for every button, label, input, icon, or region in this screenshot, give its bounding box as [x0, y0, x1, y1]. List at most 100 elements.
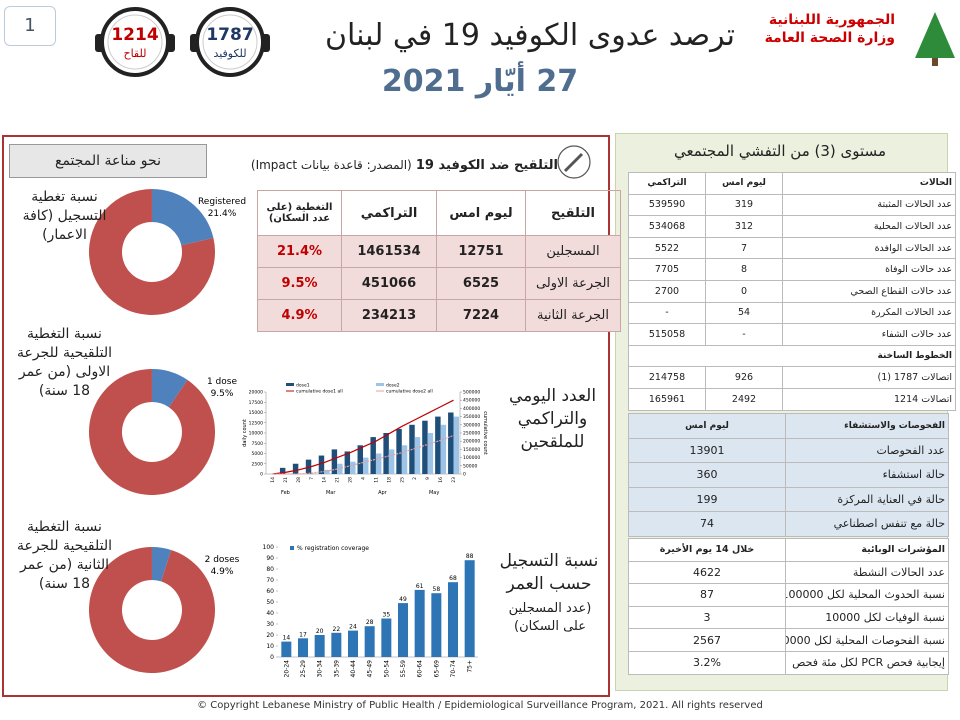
table-cell: إيجابية فحص PCR لكل مئة فحص: [785, 650, 949, 675]
hotline-circle: [202, 14, 258, 70]
table-row: عدد حالات الوفاة 8 7705: [628, 258, 956, 281]
y-tick-label: 0: [260, 472, 263, 478]
x-tick-label: 35-39: [333, 660, 340, 678]
bar: [298, 638, 308, 657]
legend-swatch: [286, 383, 294, 386]
legend-swatch: [290, 546, 294, 550]
x-tick-label: 4: [361, 477, 367, 480]
ministry-sub: وزارة الصحة العامة: [764, 30, 895, 46]
table-cell: 2700: [628, 279, 706, 303]
tests-table: الفحوصات والاستشفاء ليوم امس عدد الفحوصات 1…: [628, 413, 949, 537]
y-tick-label: 12500: [249, 420, 263, 426]
table-cell: 926: [705, 366, 783, 389]
bar: [292, 463, 299, 474]
y-axis-label: daily count: [242, 419, 248, 447]
value-label: 24: [349, 624, 357, 631]
y-tick-label: 2500: [252, 461, 264, 467]
bar: [364, 626, 375, 657]
bar: [388, 449, 395, 474]
table-row: اتصالات 1214 2492 165961: [628, 387, 956, 411]
table-row: الخطوط الساخنة: [628, 344, 956, 368]
table-cell: عدد الحالات المكررة: [782, 301, 956, 325]
table-row: نسبة الحدوث المحلية لكل 100000 87: [628, 583, 949, 607]
y-tick-label: 5000: [252, 451, 264, 457]
table-header-cell: التراكمي: [628, 172, 706, 195]
table-row: عدد الحالات المكررة 54-: [628, 301, 956, 325]
x-tick-label: 40-44: [350, 660, 357, 678]
table-cell: 54: [705, 301, 783, 325]
table-cell: 214758: [628, 366, 706, 389]
table-cell: حالة في العناية المركزة: [785, 486, 949, 512]
bar: [331, 449, 338, 474]
legend-label: cumulative dose2 all: [386, 389, 433, 395]
x-tick-label: 45-49: [367, 660, 374, 678]
headset-ear: [261, 34, 270, 52]
x-tick-label: 28: [296, 477, 302, 483]
table-cell: نسبة الحدوث المحلية لكل 100000: [785, 583, 949, 607]
y-tick-label: 70: [266, 577, 274, 584]
table-cell: حالة استشفاء: [785, 462, 949, 488]
x-tick-label: 2: [412, 477, 418, 480]
table-cell: 451066: [341, 267, 437, 300]
y2-tick-label: 350000: [463, 414, 480, 420]
slice-value-label: 21.4%: [208, 209, 237, 219]
month-label: Feb: [281, 490, 290, 496]
table-cell: 7224: [436, 299, 526, 332]
age-chart-title: نسبة التسجيل حسب العمر: [499, 551, 599, 594]
month-label: May: [429, 490, 439, 496]
month-label: Mar: [326, 490, 336, 496]
bar: [350, 461, 356, 474]
table-cell: عدد حالات القطاع الصحي: [782, 279, 956, 303]
x-tick-label: 70-74: [450, 660, 457, 678]
table-cell: -: [628, 301, 706, 325]
x-tick-label: 25: [399, 477, 405, 483]
slice-label: 2 doses: [205, 555, 240, 565]
table-cell: 87: [628, 583, 786, 607]
table-cell: 360: [628, 462, 786, 488]
table-row: نسبة الفحوصات المحلية لكل 1000002567: [628, 628, 949, 652]
x-tick-label: 55-59: [400, 660, 407, 678]
legend-swatch: [376, 383, 384, 386]
donut-rest: [89, 369, 215, 496]
slice-value-label: 4.9%: [211, 567, 234, 577]
hotline-number: 1787: [206, 25, 253, 45]
x-tick-label: 21: [283, 477, 289, 483]
table-cell: 8: [705, 258, 783, 281]
table-cell: 12751: [436, 235, 526, 268]
table-cell: 3.2%: [628, 650, 786, 675]
y-tick-label: 20000: [249, 390, 263, 396]
x-tick-label: 75+: [467, 660, 474, 673]
y2-tick-label: 0: [463, 472, 466, 478]
y-tick-label: 0: [270, 654, 274, 661]
bar: [375, 453, 382, 474]
bar: [381, 618, 392, 657]
age-chart-subtitle: (عدد المسجلين على السكان): [508, 601, 592, 634]
table-cell: 2492: [705, 387, 783, 411]
cedar-logo: [915, 12, 955, 58]
table-cell: 7: [705, 236, 783, 260]
table-header-cell: ليوم امس: [436, 190, 526, 236]
bar: [396, 428, 402, 474]
table-row: حالة استشفاء 360: [628, 462, 949, 488]
bar: [431, 593, 442, 657]
y2-axis-label: cumulative count: [482, 411, 488, 455]
table-cell: حالة مع تنفس اصطناعي: [785, 511, 949, 537]
cases-table: الحالات ليوم امس التراكمي عدد الحالات المثب…: [628, 172, 956, 411]
table-cell: 2567: [628, 628, 786, 652]
bar: [324, 469, 330, 474]
y-tick-label: 17500: [249, 400, 263, 406]
hotline-number: 1214: [111, 25, 158, 45]
legend-label: dose1: [296, 383, 310, 389]
table-cell: 6525: [436, 267, 526, 300]
table-cell: عدد الحالات الوافدة: [782, 236, 956, 260]
ministry: الجمهورية اللبنانية: [768, 12, 895, 28]
table-cell: الجرعة الاولى: [525, 267, 621, 300]
bar: [401, 445, 408, 474]
table-cell: 0: [705, 279, 783, 303]
y-tick-label: 90: [266, 555, 274, 562]
donut-slice: [152, 547, 172, 582]
vaccination-title: التلقيح ضد الكوفيد 19 (المصدر: قاعدة بيا…: [251, 158, 558, 173]
table-cell: 4.9%: [257, 299, 342, 332]
table-row: عدد حالات الشفاء -515058: [628, 323, 956, 346]
